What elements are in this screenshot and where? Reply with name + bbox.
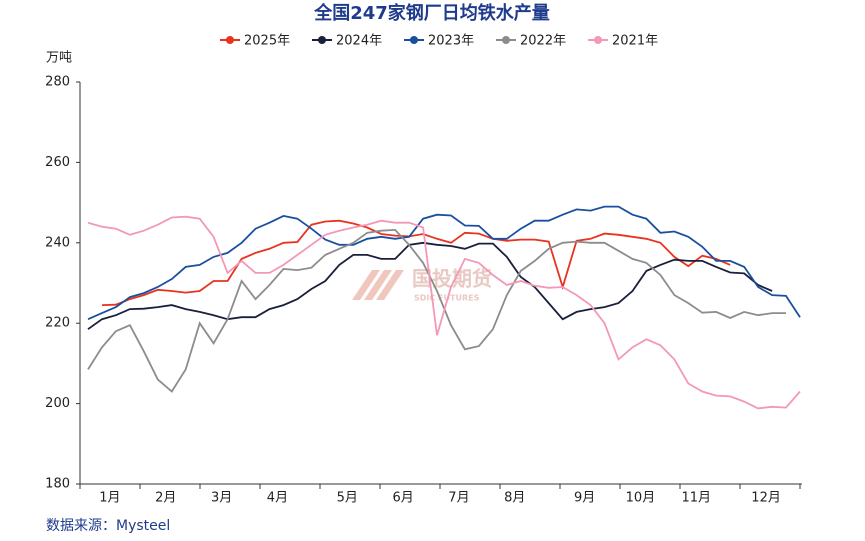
legend-marker — [502, 36, 510, 44]
series-line — [87, 228, 786, 393]
watermark: 国投期货 SDIC FUTURES — [352, 267, 492, 303]
x-tick-label: 5月 — [337, 491, 358, 506]
legend-marker — [226, 36, 234, 44]
x-tick-label: 11月 — [682, 491, 712, 506]
series-line — [87, 215, 801, 410]
watermark-logo — [352, 270, 404, 300]
y-axis-label: 万吨 — [46, 51, 72, 66]
y-tick-label: 220 — [45, 316, 70, 331]
x-tick-label: 4月 — [267, 491, 288, 506]
series-line — [87, 241, 773, 330]
legend-label: 2023年 — [428, 34, 474, 49]
x-tick-label: 3月 — [211, 491, 232, 506]
series-line — [101, 219, 731, 306]
x-tick-label: 7月 — [448, 491, 469, 506]
legend-marker — [594, 36, 602, 44]
x-tick-label: 1月 — [99, 491, 120, 506]
y-tick-label: 200 — [45, 396, 70, 411]
y-tick-label: 180 — [45, 477, 70, 492]
series-line — [87, 205, 801, 321]
legend-marker — [318, 36, 326, 44]
legend-marker — [410, 36, 418, 44]
x-tick-label: 12月 — [751, 491, 781, 506]
x-tick-label: 2月 — [155, 491, 176, 506]
y-tick-label: 260 — [45, 155, 70, 170]
chart-title: 全国247家钢厂日均铁水产量 — [313, 2, 550, 24]
legend-label: 2021年 — [612, 34, 658, 49]
y-tick-label: 240 — [45, 235, 70, 250]
x-tick-label: 6月 — [392, 491, 413, 506]
x-tick-label: 10月 — [626, 491, 656, 506]
source: 数据来源：Mysteel — [46, 518, 170, 534]
y-tick-label: 280 — [45, 75, 70, 90]
legend-label: 2022年 — [520, 34, 566, 49]
legend-label: 2024年 — [336, 34, 382, 49]
legend-label: 2025年 — [244, 34, 290, 49]
watermark-subtext: SDIC FUTURES — [414, 294, 480, 303]
x-tick-label: 8月 — [504, 491, 525, 506]
x-tick-label: 9月 — [574, 491, 595, 506]
